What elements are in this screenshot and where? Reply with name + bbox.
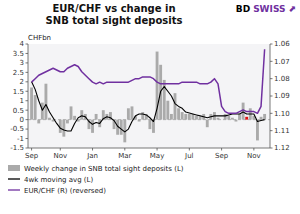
bar bbox=[177, 108, 180, 119]
bar bbox=[224, 114, 227, 120]
annotation: SWISS bbox=[253, 4, 285, 14]
y2-tick-label: 1.08 bbox=[274, 75, 290, 83]
bar bbox=[163, 80, 166, 120]
y-tick-label: 2 bbox=[20, 78, 24, 86]
bar bbox=[41, 103, 44, 120]
annotation: ⬆ bbox=[286, 3, 298, 15]
bar bbox=[37, 120, 40, 124]
y-tick-label: 3 bbox=[20, 59, 24, 67]
y-tick-label: 2.5 bbox=[13, 69, 24, 77]
bar bbox=[66, 120, 69, 124]
x-tick-label: Mar bbox=[118, 152, 131, 160]
bar bbox=[220, 119, 223, 120]
legend-label: EUR/CHF (R) (reversed) bbox=[24, 187, 106, 195]
bar bbox=[62, 120, 65, 137]
y2-axis-line bbox=[270, 44, 271, 148]
y2-tick-label: 1.07 bbox=[274, 58, 290, 66]
plot-background bbox=[28, 44, 270, 148]
y2-tick-label: 1.09 bbox=[274, 92, 290, 100]
bar bbox=[206, 120, 209, 128]
legend-swatch bbox=[8, 178, 20, 179]
bar bbox=[238, 114, 241, 120]
y-tick-label: 1 bbox=[20, 97, 24, 105]
bar bbox=[30, 87, 33, 119]
bar bbox=[131, 106, 134, 119]
bar bbox=[70, 106, 73, 119]
y-axis-line bbox=[28, 44, 29, 148]
y-axis-right: 1.06 1.07 1.08 1.09 1.10 1.11 1.12 bbox=[270, 40, 290, 152]
y-tick-label: -1 bbox=[17, 135, 24, 143]
logo: BDSWISS⬆ bbox=[236, 3, 299, 15]
y-axis-left: -1.5-1 -0.500.5 11.5 22.5 33.5 4 bbox=[10, 40, 28, 152]
y-tick-label: -1.5 bbox=[10, 144, 24, 152]
title-line: SNB total sight deposits bbox=[46, 15, 183, 26]
y-tick-label: 0.5 bbox=[13, 107, 24, 115]
bar bbox=[184, 114, 187, 120]
y-label: CHFbn bbox=[28, 34, 51, 42]
x-tick-label: Nov bbox=[247, 152, 261, 160]
y2-tick-label: 1.11 bbox=[274, 127, 290, 135]
line bbox=[32, 82, 265, 132]
bar bbox=[148, 120, 151, 129]
bar bbox=[263, 114, 266, 120]
x-tick-label: Nov bbox=[53, 152, 67, 160]
y-tick-label: -0.5 bbox=[10, 125, 24, 133]
bar bbox=[48, 118, 51, 120]
bar bbox=[231, 118, 234, 120]
x-tick-label: Jul bbox=[184, 152, 194, 160]
bar bbox=[256, 120, 259, 141]
x-tick-label: Jan bbox=[86, 152, 98, 160]
x-axis-line bbox=[28, 148, 270, 149]
bar bbox=[188, 114, 191, 120]
bar bbox=[260, 117, 263, 120]
legend: Weekly change in SNB total sight deposit… bbox=[8, 165, 184, 195]
x-axis: Sep Nov Jan Mar May Jul Sep Nov bbox=[25, 148, 261, 160]
bar bbox=[191, 114, 194, 120]
y-tick-label: 1.5 bbox=[13, 88, 24, 96]
bar bbox=[235, 120, 238, 122]
bar bbox=[55, 119, 58, 120]
annotation: BD bbox=[236, 4, 250, 14]
bar bbox=[170, 114, 173, 120]
bar bbox=[195, 116, 198, 120]
bar bbox=[217, 118, 220, 120]
y-tick-label: 4 bbox=[20, 40, 25, 48]
y2-tick-label: 1.06 bbox=[274, 40, 290, 48]
bar bbox=[80, 110, 83, 119]
x-tick-label: May bbox=[150, 152, 164, 160]
bar bbox=[245, 117, 248, 120]
bar-series bbox=[30, 52, 266, 143]
bar bbox=[174, 93, 177, 119]
line bbox=[32, 49, 265, 113]
bar bbox=[181, 112, 184, 120]
y2-tick-label: 1.12 bbox=[274, 144, 290, 152]
bar bbox=[127, 108, 130, 119]
bar bbox=[34, 95, 37, 120]
legend-swatch bbox=[8, 189, 20, 190]
title: EUR/CHF vs change inSNB total sight depo… bbox=[46, 3, 183, 26]
bar bbox=[138, 120, 141, 122]
y-tick-label: 0 bbox=[20, 116, 24, 124]
bar bbox=[199, 117, 202, 120]
y2-tick-label: 1.10 bbox=[274, 110, 290, 118]
bar bbox=[44, 84, 47, 120]
legend-label: Weekly change in SNB total sight deposit… bbox=[24, 165, 184, 173]
bar bbox=[227, 116, 230, 120]
title-line: EUR/CHF vs change in bbox=[52, 3, 175, 14]
bar bbox=[166, 101, 169, 120]
plot-data bbox=[28, 49, 270, 142]
legend-label: 4wk moving avg (L) bbox=[24, 176, 93, 184]
x-tick-label: Sep bbox=[215, 152, 229, 160]
bar bbox=[91, 120, 94, 133]
x-tick-label: Sep bbox=[25, 152, 39, 160]
bar bbox=[95, 114, 98, 120]
bar bbox=[73, 116, 76, 120]
legend-swatch bbox=[8, 165, 20, 171]
bar bbox=[120, 120, 123, 135]
bar bbox=[141, 112, 144, 120]
y-tick-label: 3.5 bbox=[13, 50, 24, 58]
chart: EUR/CHF vs change inSNB total sight depo… bbox=[0, 0, 300, 214]
